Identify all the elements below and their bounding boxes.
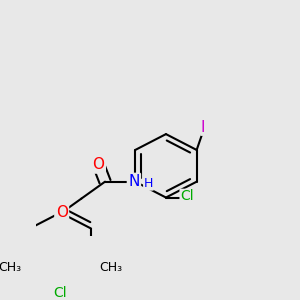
Text: Cl: Cl	[180, 189, 194, 203]
Text: N: N	[128, 174, 140, 189]
Text: CH₃: CH₃	[0, 261, 22, 274]
Text: H: H	[144, 177, 153, 190]
Text: I: I	[201, 120, 206, 135]
Text: CH₃: CH₃	[99, 261, 122, 274]
Text: O: O	[56, 205, 68, 220]
Text: Cl: Cl	[54, 286, 67, 299]
Text: O: O	[92, 157, 104, 172]
